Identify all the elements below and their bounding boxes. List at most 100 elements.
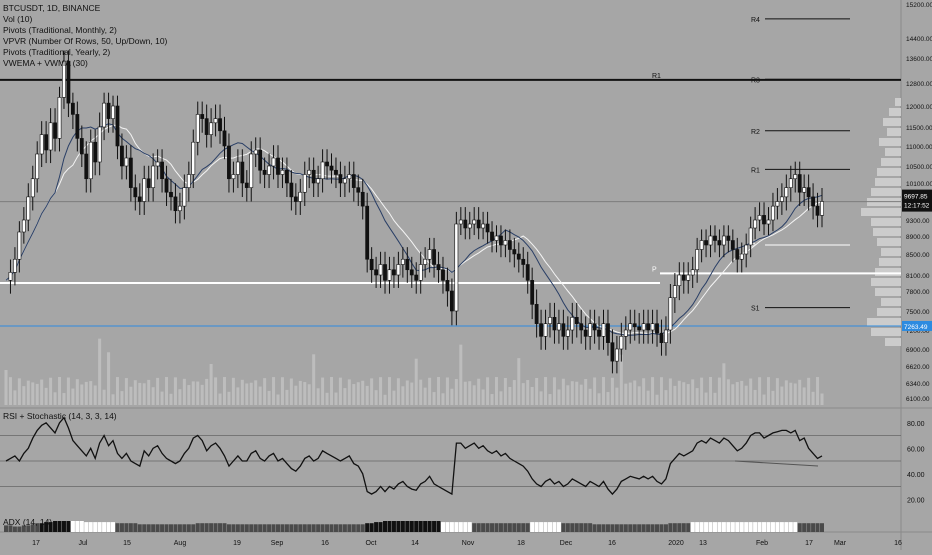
countdown-label: 12:17:52 (904, 203, 930, 210)
price-tick-label: 7200.00 (906, 328, 930, 335)
volume-bar (450, 388, 454, 405)
volume-bar (463, 381, 467, 405)
adx-bar (717, 522, 722, 532)
volume-bar (517, 358, 521, 405)
candle-body (628, 323, 633, 331)
volume-bar (272, 377, 276, 405)
adx-bar (739, 522, 744, 532)
yearly-r1-label: R1 (652, 73, 661, 80)
candle-body (579, 323, 584, 331)
volume-profile-row (877, 238, 901, 246)
candle-body (623, 329, 628, 337)
candle-body (548, 317, 552, 324)
candle-body (423, 258, 428, 265)
rsi-title[interactable]: RSI + Stochastic (14, 3, 3, 14) (3, 411, 117, 421)
candle-body (209, 122, 214, 135)
indicator-vpvr[interactable]: VPVR (Number Of Rows, 50, Up/Down, 10) (3, 36, 168, 46)
volume-bar (441, 393, 445, 405)
volume-bar (138, 382, 142, 405)
adx-bar (258, 524, 263, 532)
volume-bar (84, 381, 88, 405)
adx-bar (472, 523, 477, 532)
adx-title[interactable]: ADX (14, 14) (3, 517, 53, 527)
adx-bar (262, 524, 267, 532)
candle-body (133, 187, 138, 198)
candle-body (347, 174, 352, 180)
indicator-vwema-vwma[interactable]: VWEMA + VWMA (30) (3, 58, 88, 68)
volume-bar (584, 379, 588, 405)
volume-bar (62, 393, 66, 405)
adx-bar (744, 522, 749, 532)
candle-body (588, 323, 593, 337)
volume-bar (526, 380, 530, 405)
volume-profile-row (885, 338, 901, 346)
volume-bar (521, 383, 525, 405)
candle-body (793, 174, 798, 180)
adx-bar (218, 523, 223, 532)
indicator-pivots-monthly[interactable]: Pivots (Traditional, Monthly, 2) (3, 25, 117, 35)
candle-body (280, 169, 285, 175)
volume-bar (802, 387, 806, 405)
volume-bars (4, 338, 824, 405)
time-tick-label: Sep (271, 540, 284, 547)
candle-body (650, 323, 655, 331)
adx-bar (663, 524, 668, 532)
volume-bar (187, 385, 191, 405)
adx-bar (802, 523, 807, 532)
volume-bar (437, 377, 441, 405)
adx-bar (79, 521, 84, 532)
adx-bar (699, 522, 704, 532)
volume-bar (276, 394, 280, 405)
candle-body (561, 323, 566, 337)
candle-body (762, 215, 766, 225)
candle-body (240, 161, 245, 184)
volume-bar (735, 382, 739, 405)
volume-bar (191, 381, 195, 405)
volume-bar (807, 377, 811, 405)
candle-body (516, 253, 521, 260)
volume-bar (762, 394, 766, 405)
candle-body (383, 264, 387, 281)
volume-profile-row (879, 138, 901, 146)
price-tick-label: 12000.00 (906, 104, 932, 111)
candle-body (227, 145, 231, 180)
candle-body (97, 126, 102, 163)
candle-body (289, 182, 294, 198)
volume-bar (664, 390, 668, 405)
adx-bar (244, 524, 249, 532)
volume-bar (695, 388, 699, 405)
time-tick-label: 16 (608, 540, 616, 547)
adx-bar (788, 522, 793, 532)
adx-bar (160, 524, 165, 532)
candle-body (454, 223, 459, 312)
volume-bar (615, 387, 619, 405)
indicator-pivots-yearly[interactable]: Pivots (Traditional, Yearly, 2) (3, 47, 111, 57)
candle-body (735, 249, 740, 260)
price-tick-label: 14400.00 (906, 36, 932, 43)
symbol-title[interactable]: BTCUSDT, 1D, BINANCE (3, 3, 101, 13)
indicator-vol[interactable]: Vol (10) (3, 14, 33, 24)
candle-body (668, 297, 673, 331)
volume-bar (722, 363, 726, 405)
adx-bar (209, 523, 214, 532)
volume-bar (120, 391, 124, 405)
candle-body (253, 149, 258, 155)
candle-body (258, 149, 263, 171)
price-tick-label: 12800.00 (906, 81, 932, 88)
vwema-line (5, 123, 823, 336)
adx-bar (333, 524, 338, 532)
adx-bar (97, 522, 102, 532)
adx-bar (137, 524, 142, 532)
adx-bar (115, 523, 120, 532)
adx-bar (655, 524, 660, 532)
candle-body (173, 196, 178, 212)
volume-bar (133, 380, 137, 405)
adx-bar (378, 522, 383, 532)
volume-bar (811, 391, 815, 405)
adx-bar (440, 522, 445, 532)
volume-bar (709, 377, 713, 405)
volume-bar (365, 385, 369, 405)
candle-body (704, 240, 708, 246)
